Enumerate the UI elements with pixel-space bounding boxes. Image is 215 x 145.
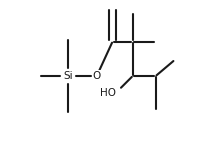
Text: Si: Si [63, 71, 73, 81]
Text: O: O [93, 71, 101, 81]
Text: HO: HO [100, 88, 116, 98]
